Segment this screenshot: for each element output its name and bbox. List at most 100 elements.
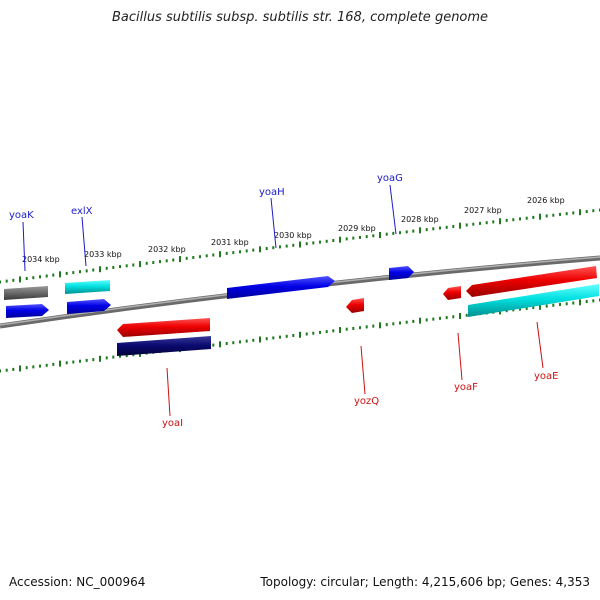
lower-scale-tick bbox=[225, 342, 228, 345]
gene-yoaH[interactable] bbox=[227, 276, 335, 299]
upper-scale-tick bbox=[59, 271, 61, 278]
upper-scale-tick bbox=[212, 253, 215, 257]
upper-scale-tick bbox=[265, 247, 268, 250]
lower-scale-tick bbox=[279, 335, 281, 339]
lower-scale-tick bbox=[559, 303, 561, 306]
lower-scale-tick bbox=[439, 316, 441, 320]
gene-gray-left[interactable] bbox=[4, 286, 48, 300]
lower-scale-tick bbox=[519, 307, 521, 311]
lower-scale-tick bbox=[312, 331, 315, 335]
lower-scale-tick bbox=[539, 303, 541, 310]
gene-blue-2033[interactable] bbox=[67, 299, 111, 314]
gene-label-exlX[interactable]: exlX bbox=[71, 206, 93, 217]
upper-scale-tick bbox=[379, 232, 381, 238]
upper-scale-tick bbox=[472, 222, 475, 226]
lower-scale-tick bbox=[512, 308, 515, 312]
upper-scale-tick bbox=[79, 270, 81, 274]
gene-label-yoaI[interactable]: yoaI bbox=[162, 418, 183, 429]
lower-scale-tick bbox=[459, 313, 461, 319]
upper-scale-tick bbox=[145, 261, 148, 265]
scale-label-2033: 2033 kbp bbox=[84, 250, 122, 259]
gene-label-yoaH[interactable]: yoaH bbox=[259, 187, 285, 198]
leader-yoaE bbox=[536, 321, 544, 369]
upper-scale-tick bbox=[445, 225, 448, 229]
lower-scale-tick bbox=[565, 302, 568, 306]
lower-scale-tick bbox=[292, 334, 295, 337]
upper-scale-tick bbox=[492, 220, 495, 224]
gene-label-yoaF[interactable]: yoaF bbox=[454, 382, 478, 393]
lower-scale-tick bbox=[265, 337, 268, 341]
gene-label-yozQ[interactable]: yozQ bbox=[354, 396, 379, 407]
lower-scale-tick bbox=[212, 343, 215, 347]
gene-label-yoaK[interactable]: yoaK bbox=[9, 210, 34, 221]
upper-scale-tick bbox=[359, 235, 361, 239]
gene-yoaI[interactable] bbox=[117, 336, 211, 356]
lower-scale-tick bbox=[325, 330, 328, 334]
lower-scale-tick bbox=[412, 319, 415, 323]
lower-scale-tick bbox=[419, 317, 421, 324]
leader-exlX bbox=[81, 216, 87, 267]
upper-scale-tick bbox=[292, 243, 295, 247]
lower-scale-tick bbox=[359, 326, 361, 330]
upper-scale-tick bbox=[259, 246, 261, 253]
lower-scale-tick bbox=[252, 338, 255, 342]
gene-yoaF[interactable] bbox=[443, 286, 461, 300]
scale-label-2027: 2027 kbp bbox=[464, 206, 502, 215]
lower-scale-tick bbox=[299, 331, 301, 338]
accession-label: Accession: NC_000964 bbox=[9, 575, 146, 589]
upper-scale-tick bbox=[459, 222, 461, 229]
lower-scale-tick bbox=[385, 323, 388, 327]
lower-scale-tick bbox=[39, 364, 41, 368]
gene-label-yoaE[interactable]: yoaE bbox=[534, 371, 558, 382]
upper-scale-tick bbox=[425, 228, 428, 232]
lower-scale-tick bbox=[592, 299, 595, 303]
gene-yoaG[interactable] bbox=[389, 266, 414, 280]
upper-scale-tick bbox=[419, 227, 421, 234]
upper-scale-tick bbox=[559, 212, 561, 216]
leader-yoaF bbox=[457, 332, 463, 381]
gene-yoaE[interactable] bbox=[466, 266, 597, 297]
leader-yoaK bbox=[22, 221, 26, 272]
lower-scale-tick bbox=[59, 360, 61, 367]
gene-yozQ[interactable] bbox=[346, 298, 364, 313]
upper-scale-tick bbox=[365, 235, 368, 239]
lower-scale-tick bbox=[259, 336, 261, 343]
upper-scale-tick bbox=[152, 261, 155, 264]
upper-scale-tick bbox=[239, 250, 241, 254]
lower-scale-tick bbox=[125, 354, 128, 357]
gene-yoaK[interactable] bbox=[6, 304, 49, 318]
lower-scale-tick bbox=[219, 341, 221, 348]
upper-scale-tick bbox=[5, 279, 8, 283]
upper-scale-tick bbox=[432, 227, 435, 231]
lower-scale-tick bbox=[272, 336, 275, 340]
upper-scale-tick bbox=[439, 226, 441, 230]
upper-scale-tick bbox=[305, 242, 308, 246]
lower-scale-tick bbox=[319, 330, 321, 334]
lower-scale-tick bbox=[452, 315, 455, 319]
upper-scale-tick bbox=[0, 280, 1, 284]
gene-yoaI-red[interactable] bbox=[117, 318, 210, 337]
upper-scale-tick bbox=[372, 234, 375, 238]
lower-scale-tick bbox=[5, 368, 8, 372]
genome-title: Bacillus subtilis subsp. subtilis str. 1… bbox=[111, 10, 489, 25]
upper-scale-tick bbox=[525, 216, 528, 220]
upper-scale-tick bbox=[512, 218, 515, 222]
upper-scale-tick bbox=[172, 258, 175, 262]
lower-scale-tick bbox=[399, 321, 401, 325]
upper-scale-tick bbox=[452, 225, 455, 228]
lower-scale-tick bbox=[239, 340, 241, 344]
upper-scale-tick bbox=[159, 260, 161, 264]
gene-label-yoaG[interactable]: yoaG bbox=[377, 173, 403, 184]
gene-cyan-2026[interactable] bbox=[468, 284, 599, 317]
upper-scale-tick bbox=[579, 209, 581, 216]
upper-scale-tick bbox=[532, 215, 535, 219]
lower-scale-tick bbox=[285, 334, 288, 338]
lower-scale-tick bbox=[379, 322, 381, 329]
upper-scale-tick bbox=[85, 269, 88, 273]
gene-exlX[interactable] bbox=[65, 280, 110, 294]
upper-scale-tick bbox=[39, 275, 41, 279]
lower-scale-tick bbox=[12, 367, 15, 371]
scale-label-2028: 2028 kbp bbox=[401, 215, 439, 224]
lower-scale-tick bbox=[332, 329, 335, 333]
